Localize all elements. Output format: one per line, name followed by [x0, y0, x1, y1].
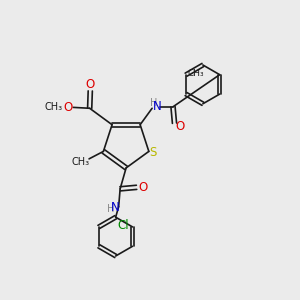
Text: O: O [139, 181, 148, 194]
Text: Cl: Cl [117, 219, 129, 232]
Text: CH₃: CH₃ [45, 102, 63, 112]
Text: O: O [63, 101, 73, 114]
Text: H: H [150, 98, 158, 108]
Text: O: O [85, 78, 95, 91]
Text: CH₃: CH₃ [72, 157, 90, 167]
Text: N: N [110, 201, 119, 214]
Text: H: H [107, 204, 115, 214]
Text: CH₃: CH₃ [187, 69, 204, 78]
Text: S: S [150, 146, 157, 159]
Text: N: N [152, 100, 161, 113]
Text: O: O [175, 120, 184, 133]
